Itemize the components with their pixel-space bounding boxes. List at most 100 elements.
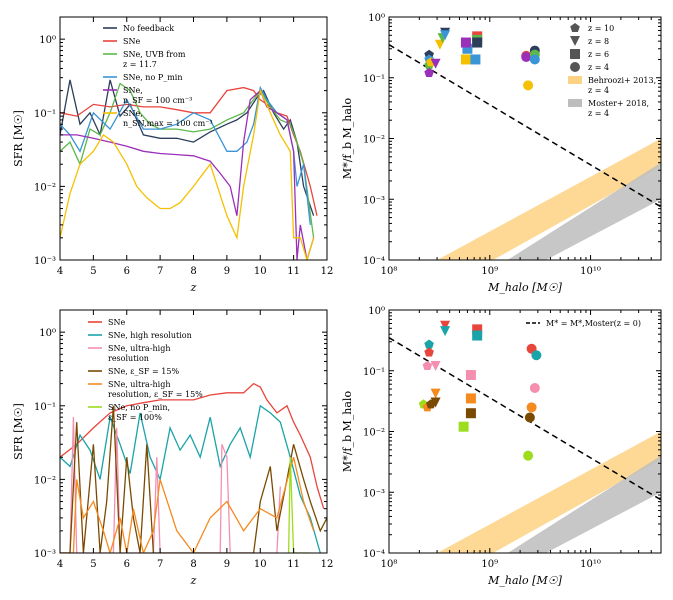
plot-area <box>60 382 327 553</box>
data-point <box>529 383 540 394</box>
x-tick-label: 10 <box>254 266 267 277</box>
x-tick-label: 10⁸ <box>381 266 398 277</box>
legend-label: z = 8 <box>588 37 609 46</box>
y-axis-label: SFR [M☉] <box>12 403 25 460</box>
series-line <box>60 405 327 553</box>
legend-label: SNe, ultra-high <box>108 344 171 353</box>
data-point <box>529 54 540 65</box>
data-point <box>440 326 451 337</box>
x-tick-label: 10¹⁰ <box>580 559 601 570</box>
legend-label: M* = M*,Moster(z = 0) <box>546 319 641 328</box>
data-point <box>465 408 476 419</box>
plot-frame <box>388 16 662 261</box>
legend-label-line2: resolution, ε_SF = 15% <box>108 390 203 399</box>
plot-frame <box>59 16 328 261</box>
chart-tl: 4 5 6 7 8 9 10 11 12 10⁻³ 10⁻² 10⁻¹ 10⁰ z SFR [M☉] No f… <box>12 16 334 294</box>
data-point <box>472 324 483 335</box>
x-tick-label: 10¹⁰ <box>580 266 601 277</box>
x-tick-label: 4 <box>57 266 63 277</box>
x-axis-label: z <box>190 574 197 587</box>
chart-bl: 4 5 6 7 8 9 10 11 12 10⁻³ 10⁻² 10⁻¹ 10⁰ z SFR [M☉] SNe S… <box>12 309 333 587</box>
x-tick-label: 10⁹ <box>481 266 498 277</box>
series-line <box>60 89 315 260</box>
y-tick-label: 10⁻² <box>34 475 56 486</box>
series-line <box>60 417 281 553</box>
legend-band-swatch <box>568 76 582 84</box>
x-tick-label: 7 <box>157 559 163 570</box>
data-point <box>521 51 532 62</box>
legend-label: z = 6 <box>588 50 609 59</box>
data-point <box>424 339 434 349</box>
data-point <box>430 397 441 408</box>
legend-label: SNe, <box>123 86 143 95</box>
series-line <box>60 82 315 238</box>
x-tick-label: 12 <box>321 266 334 277</box>
y-axis-label: M*/f_b M_halo <box>341 98 354 180</box>
y-tick-label: 10⁰ <box>39 35 56 46</box>
x-tick-label: 11 <box>287 559 300 570</box>
y-tick-label: 10⁻³ <box>363 195 385 206</box>
series-line <box>60 457 315 553</box>
legend-label: SNe, no P_min <box>123 73 183 82</box>
plot-frame <box>388 309 662 554</box>
y-tick-label: 10⁻³ <box>363 488 385 499</box>
legend-label-line2: ε_SF = 100% <box>108 413 162 422</box>
legend-label-line2: z = 11.7 <box>123 60 157 69</box>
data-point <box>523 80 534 91</box>
series-line <box>60 382 325 509</box>
y-tick-label: 10⁻² <box>363 135 385 146</box>
legend-marker <box>570 62 580 72</box>
plot-area <box>389 320 661 553</box>
data-point <box>458 421 469 432</box>
reference-dashed-line <box>389 44 661 208</box>
data-point <box>440 30 451 41</box>
x-tick-label: 8 <box>190 266 196 277</box>
y-tick-label: 10⁰ <box>368 306 385 317</box>
data-point <box>460 54 471 65</box>
y-tick-label: 10⁻⁴ <box>363 549 385 560</box>
x-tick-label: 7 <box>157 266 163 277</box>
legend-label-line2: z = 4 <box>588 86 609 95</box>
data-point <box>531 350 542 361</box>
band-region <box>507 455 661 553</box>
data-point <box>424 67 434 77</box>
reference-dashed-line <box>389 337 661 501</box>
data-point <box>462 43 473 54</box>
x-tick-label: 9 <box>224 559 230 570</box>
y-tick-label: 10⁻⁴ <box>363 256 385 267</box>
legend-label: SNe, UVB from <box>123 50 186 59</box>
x-tick-label: 8 <box>190 559 196 570</box>
y-tick-label: 10⁰ <box>39 328 56 339</box>
series-line <box>60 79 315 216</box>
data-point <box>523 450 534 461</box>
data-point <box>430 388 441 399</box>
y-tick-label: 10⁻² <box>363 428 385 439</box>
data-point <box>526 402 537 413</box>
data-point <box>460 37 471 48</box>
legend-label-line2: z = 4 <box>588 109 609 118</box>
legend-label: No feedback <box>123 24 174 33</box>
legend-label: SNe <box>108 318 125 327</box>
series-line <box>60 404 321 553</box>
y-tick-label: 10⁻² <box>34 182 56 193</box>
legend-marker <box>570 23 580 32</box>
series-line <box>60 88 315 260</box>
chart-tr: 10⁸ 10⁹ 10¹⁰ 10⁻⁴ 10⁻³ 10⁻² 10⁻¹ 10⁰ M_halo [M☉]… <box>341 13 662 294</box>
band-region <box>437 138 661 260</box>
y-tick-label: 10⁻¹ <box>363 74 385 85</box>
chart-br: 10⁸ 10⁹ 10¹⁰ 10⁻⁴ 10⁻³ 10⁻² 10⁻¹ 10⁰ M_halo [M☉]… <box>341 306 662 587</box>
y-tick-label: 10⁻³ <box>34 549 56 560</box>
legend: M* = M*,Moster(z = 0) <box>526 319 641 328</box>
legend-label: SNe, ε_SF = 15% <box>108 367 179 376</box>
series-line <box>60 86 318 216</box>
x-tick-label: 5 <box>90 559 96 570</box>
plot-frame <box>59 309 328 554</box>
legend-marker <box>570 49 580 59</box>
legend-label: Moster+ 2018, <box>588 99 649 108</box>
y-tick-label: 10⁻¹ <box>363 367 385 378</box>
y-tick-label: 10⁰ <box>368 13 385 24</box>
